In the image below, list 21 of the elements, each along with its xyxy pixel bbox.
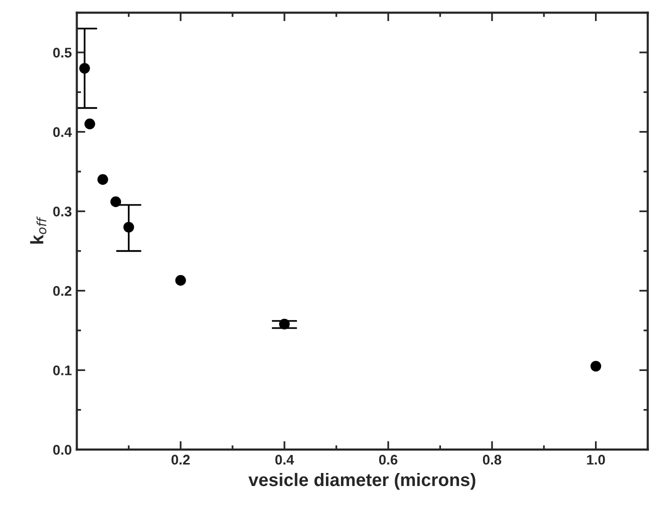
point bbox=[84, 118, 96, 130]
y-tick-label: 0.2 bbox=[53, 286, 72, 296]
point bbox=[175, 275, 186, 286]
x-tick-label: 0.8 bbox=[482, 454, 502, 465]
x-tick-label: 0.4 bbox=[275, 454, 294, 465]
x-tick-label: 0.2 bbox=[172, 454, 190, 465]
x-tick-label: 0.6 bbox=[379, 454, 398, 465]
y-tick-label: 0.5 bbox=[53, 48, 72, 58]
y-tick-label: 0.4 bbox=[53, 127, 72, 138]
point bbox=[590, 360, 602, 372]
point bbox=[110, 196, 122, 208]
point bbox=[79, 62, 90, 74]
y-tick-label: 0.1 bbox=[53, 365, 72, 376]
point bbox=[97, 174, 108, 185]
point bbox=[123, 222, 134, 233]
y-tick-label: 0.0 bbox=[53, 444, 72, 455]
point bbox=[279, 318, 290, 330]
y-axis-title: k$_{off}$ bbox=[30, 216, 46, 244]
x-tick-label: 1.0 bbox=[587, 454, 605, 465]
y-tick-label: 0.3 bbox=[53, 206, 72, 216]
x-axis-title: vesicle diameter (microns) bbox=[248, 472, 476, 490]
